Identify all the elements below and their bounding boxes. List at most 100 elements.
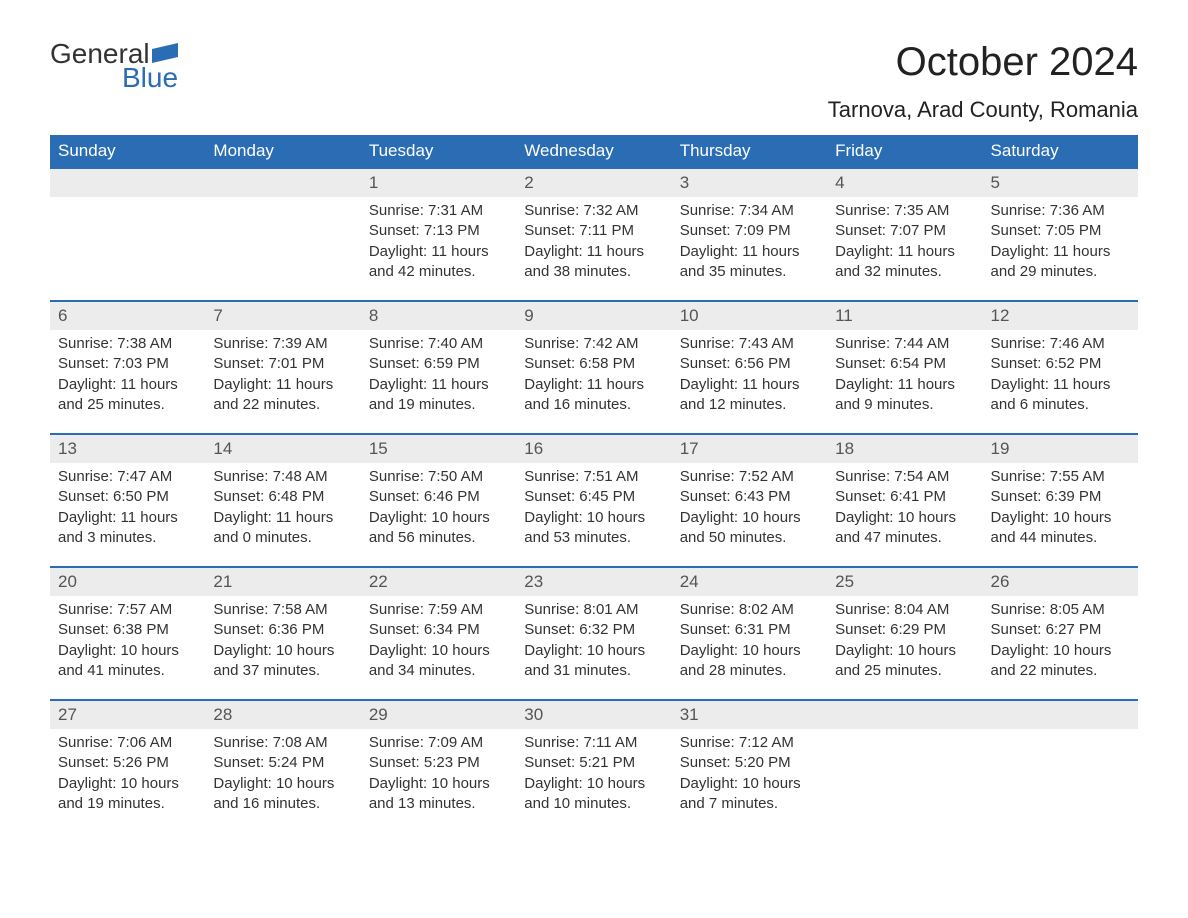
day-number: 12: [991, 306, 1010, 325]
sunrise-text: Sunrise: 7:54 AM: [835, 467, 974, 487]
week-daynum-row: 12345: [50, 168, 1138, 197]
daylight-text: Daylight: 10 hours: [835, 508, 974, 528]
day-number-cell: 11: [827, 301, 982, 330]
logo: General Blue: [50, 40, 178, 92]
day-content-cell: Sunrise: 7:54 AMSunset: 6:41 PMDaylight:…: [827, 463, 982, 567]
day-content-cell: Sunrise: 8:02 AMSunset: 6:31 PMDaylight:…: [672, 596, 827, 700]
day-number-cell: 20: [50, 567, 205, 596]
daylight-text: and 53 minutes.: [524, 528, 663, 548]
day-content-cell: Sunrise: 7:59 AMSunset: 6:34 PMDaylight:…: [361, 596, 516, 700]
day-content-cell: Sunrise: 7:31 AMSunset: 7:13 PMDaylight:…: [361, 197, 516, 301]
daylight-text: and 0 minutes.: [213, 528, 352, 548]
sunrise-text: Sunrise: 7:34 AM: [680, 201, 819, 221]
sunset-text: Sunset: 6:32 PM: [524, 620, 663, 640]
day-number: 15: [369, 439, 388, 458]
weekday-header: Wednesday: [516, 135, 671, 168]
daylight-text: and 42 minutes.: [369, 262, 508, 282]
day-number-cell: 15: [361, 434, 516, 463]
day-number: 13: [58, 439, 77, 458]
sunset-text: Sunset: 6:36 PM: [213, 620, 352, 640]
day-content-cell: Sunrise: 7:51 AMSunset: 6:45 PMDaylight:…: [516, 463, 671, 567]
daylight-text: Daylight: 11 hours: [58, 375, 197, 395]
daylight-text: Daylight: 10 hours: [369, 641, 508, 661]
sunrise-text: Sunrise: 7:52 AM: [680, 467, 819, 487]
month-title: October 2024: [828, 40, 1138, 85]
weekday-header-row: Sunday Monday Tuesday Wednesday Thursday…: [50, 135, 1138, 168]
day-number-cell: [205, 168, 360, 197]
week-content-row: Sunrise: 7:57 AMSunset: 6:38 PMDaylight:…: [50, 596, 1138, 700]
day-number: 5: [991, 173, 1000, 192]
sunrise-text: Sunrise: 7:09 AM: [369, 733, 508, 753]
daylight-text: Daylight: 11 hours: [58, 508, 197, 528]
day-number: 21: [213, 572, 232, 591]
daylight-text: and 22 minutes.: [991, 661, 1130, 681]
day-number: 14: [213, 439, 232, 458]
day-content-cell: Sunrise: 7:36 AMSunset: 7:05 PMDaylight:…: [983, 197, 1138, 301]
weekday-header: Saturday: [983, 135, 1138, 168]
day-number-cell: 3: [672, 168, 827, 197]
sunrise-text: Sunrise: 7:38 AM: [58, 334, 197, 354]
sunrise-text: Sunrise: 7:55 AM: [991, 467, 1130, 487]
sunrise-text: Sunrise: 7:46 AM: [991, 334, 1130, 354]
day-content-cell: Sunrise: 7:34 AMSunset: 7:09 PMDaylight:…: [672, 197, 827, 301]
daylight-text: and 9 minutes.: [835, 395, 974, 415]
day-number: 7: [213, 306, 222, 325]
sunrise-text: Sunrise: 7:50 AM: [369, 467, 508, 487]
daylight-text: Daylight: 10 hours: [524, 508, 663, 528]
daylight-text: and 50 minutes.: [680, 528, 819, 548]
day-content-cell: Sunrise: 7:08 AMSunset: 5:24 PMDaylight:…: [205, 729, 360, 832]
sunset-text: Sunset: 6:59 PM: [369, 354, 508, 374]
day-content-cell: Sunrise: 7:48 AMSunset: 6:48 PMDaylight:…: [205, 463, 360, 567]
day-number-cell: 27: [50, 700, 205, 729]
calendar-body: 12345 Sunrise: 7:31 AMSunset: 7:13 PMDay…: [50, 168, 1138, 832]
sunrise-text: Sunrise: 7:35 AM: [835, 201, 974, 221]
day-number: 22: [369, 572, 388, 591]
day-number-cell: 1: [361, 168, 516, 197]
day-number: 18: [835, 439, 854, 458]
day-number-cell: 24: [672, 567, 827, 596]
daylight-text: and 19 minutes.: [58, 794, 197, 814]
daylight-text: Daylight: 11 hours: [369, 375, 508, 395]
day-number-cell: 12: [983, 301, 1138, 330]
daylight-text: and 3 minutes.: [58, 528, 197, 548]
daylight-text: and 6 minutes.: [991, 395, 1130, 415]
sunrise-text: Sunrise: 7:57 AM: [58, 600, 197, 620]
day-content-cell: Sunrise: 7:40 AMSunset: 6:59 PMDaylight:…: [361, 330, 516, 434]
daylight-text: Daylight: 10 hours: [680, 641, 819, 661]
day-content-cell: Sunrise: 7:12 AMSunset: 5:20 PMDaylight:…: [672, 729, 827, 832]
day-content-cell: Sunrise: 7:55 AMSunset: 6:39 PMDaylight:…: [983, 463, 1138, 567]
daylight-text: Daylight: 11 hours: [835, 375, 974, 395]
sunset-text: Sunset: 7:01 PM: [213, 354, 352, 374]
daylight-text: and 32 minutes.: [835, 262, 974, 282]
day-number-cell: 29: [361, 700, 516, 729]
sunrise-text: Sunrise: 7:44 AM: [835, 334, 974, 354]
daylight-text: Daylight: 10 hours: [991, 641, 1130, 661]
sunrise-text: Sunrise: 7:39 AM: [213, 334, 352, 354]
daylight-text: Daylight: 11 hours: [524, 375, 663, 395]
day-content-cell: Sunrise: 7:11 AMSunset: 5:21 PMDaylight:…: [516, 729, 671, 832]
sunset-text: Sunset: 6:58 PM: [524, 354, 663, 374]
daylight-text: Daylight: 10 hours: [58, 774, 197, 794]
weekday-header: Sunday: [50, 135, 205, 168]
week-daynum-row: 20212223242526: [50, 567, 1138, 596]
sunrise-text: Sunrise: 7:40 AM: [369, 334, 508, 354]
day-number: 11: [835, 306, 853, 325]
sunset-text: Sunset: 6:39 PM: [991, 487, 1130, 507]
sunset-text: Sunset: 7:07 PM: [835, 221, 974, 241]
sunset-text: Sunset: 6:31 PM: [680, 620, 819, 640]
daylight-text: and 29 minutes.: [991, 262, 1130, 282]
day-number: 23: [524, 572, 543, 591]
day-content-cell: [50, 197, 205, 301]
day-number-cell: 4: [827, 168, 982, 197]
day-content-cell: Sunrise: 7:58 AMSunset: 6:36 PMDaylight:…: [205, 596, 360, 700]
day-number-cell: 28: [205, 700, 360, 729]
sunrise-text: Sunrise: 7:06 AM: [58, 733, 197, 753]
daylight-text: Daylight: 11 hours: [524, 242, 663, 262]
sunset-text: Sunset: 6:56 PM: [680, 354, 819, 374]
daylight-text: Daylight: 10 hours: [524, 641, 663, 661]
daylight-text: and 16 minutes.: [213, 794, 352, 814]
daylight-text: Daylight: 11 hours: [213, 508, 352, 528]
day-number-cell: 6: [50, 301, 205, 330]
daylight-text: Daylight: 10 hours: [369, 774, 508, 794]
sunset-text: Sunset: 5:20 PM: [680, 753, 819, 773]
